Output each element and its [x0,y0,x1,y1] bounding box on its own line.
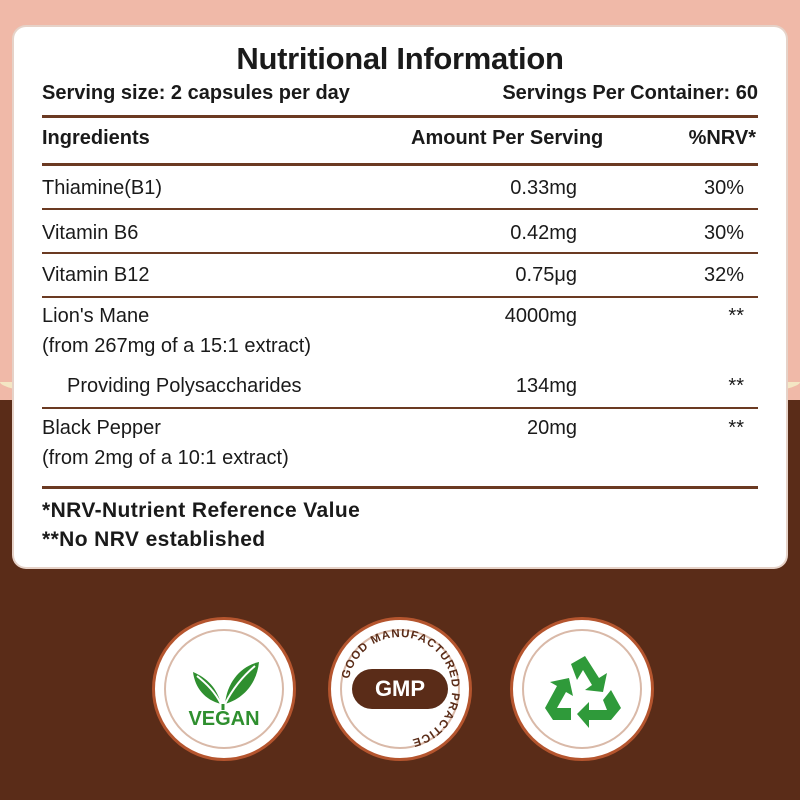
ingredient-nrv: 32% [703,264,744,286]
badge-ring [522,629,642,749]
ingredient-name: Vitamin B12 [42,264,150,286]
ingredient-amount: 134mg [515,375,577,397]
ingredient-nrv: ** [728,305,744,327]
panel-title: Nutritional Information [236,41,564,76]
serving-size: Serving size: 2 capsules per day [42,82,350,104]
ingredient-source: (from 267mg of a 15:1 extract) [42,335,312,357]
ingredient-amount: 20mg [526,417,577,439]
ingredient-nrv: ** [728,417,744,439]
leaf-icon [193,662,259,710]
header-ingredients: Ingredients [42,127,150,149]
ingredient-name: Vitamin B6 [42,222,139,244]
vegan-badge: VEGAN [152,617,296,761]
divider [42,296,758,298]
header-nrv: %NRV* [688,127,756,149]
ingredient-name: Black Pepper [42,417,161,439]
ingredient-amount: 4000mg [504,305,577,327]
header-amount: Amount Per Serving [411,127,604,149]
ingredient-amount: 0.75μg [515,264,577,286]
ingredient-nrv: 30% [703,222,744,244]
divider [42,115,758,118]
recycle-icon [545,656,621,728]
no-nrv-footnote: **No NRV established [42,528,266,551]
ingredient-nrv: 30% [703,177,744,199]
ingredient-amount: 0.42mg [510,222,577,244]
servings-per-container: Servings Per Container: 60 [502,82,758,104]
nutrition-card: Nutritional Information Serving size: 2 … [14,27,786,567]
ingredient-name: Lion's Mane [42,305,150,327]
vegan-label: VEGAN [188,708,260,730]
recycle-badge [510,617,654,761]
divider [42,407,758,409]
ingredient-source: (from 2mg of a 10:1 extract) [42,447,289,469]
badge-ring [164,629,284,749]
badge-ring [340,629,460,749]
ingredient-amount: 0.33mg [510,177,577,199]
gmp-badge: GOOD MANUFACTURED PRACTICE GMP [328,617,472,761]
ingredient-name: Providing Polysaccharides [67,375,302,397]
divider [42,486,758,489]
divider [42,163,758,166]
divider [42,252,758,254]
nrv-footnote: *NRV-Nutrient Reference Value [42,499,361,522]
serving-info: Serving size: 2 capsules per day Serving… [42,82,758,105]
ingredient-name: Thiamine(B1) [42,177,163,199]
gmp-label: GMP [352,669,448,709]
ingredient-nrv: ** [728,375,744,397]
divider [42,208,758,210]
